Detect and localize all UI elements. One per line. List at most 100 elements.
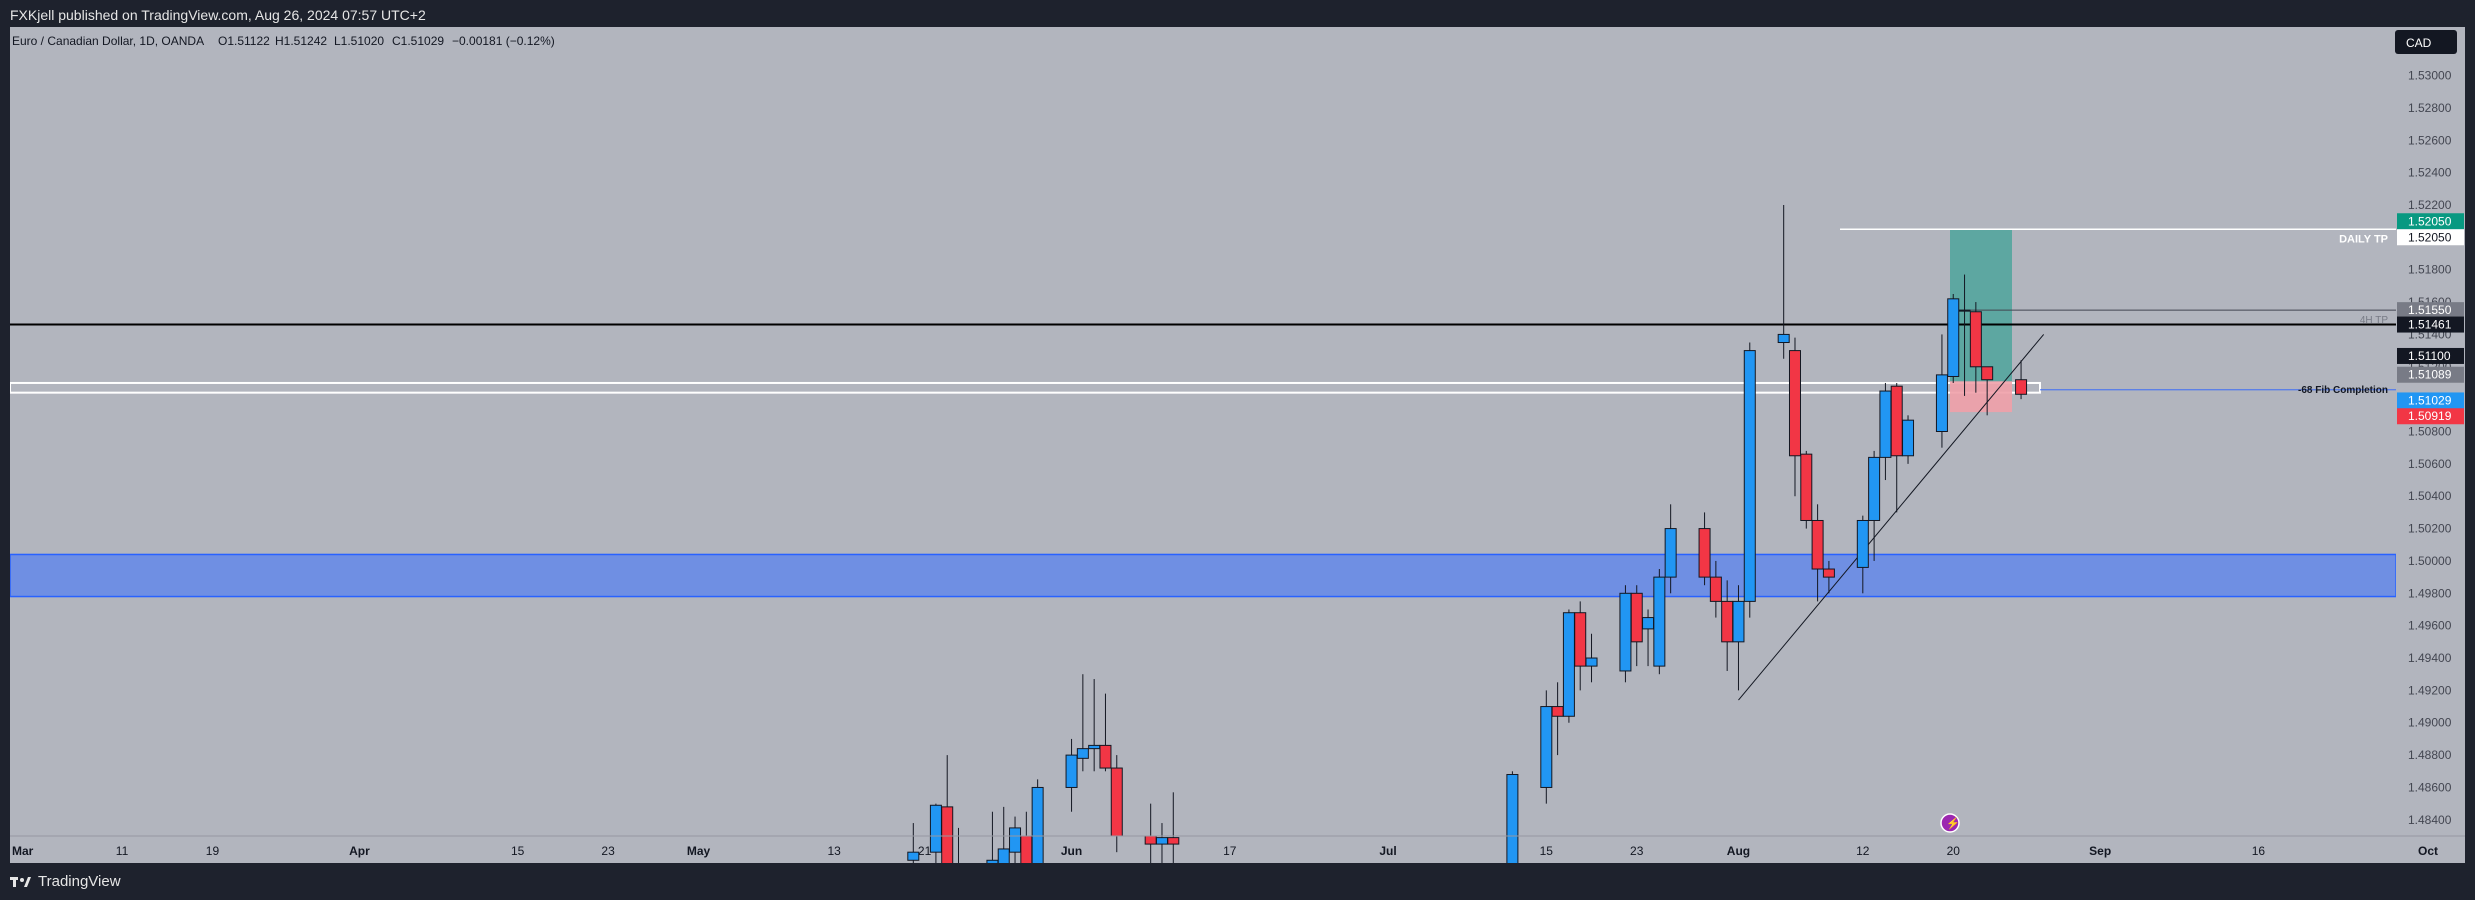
candle-body	[1506, 774, 1519, 863]
candle-body	[1020, 835, 1033, 863]
price-label: 1.51461	[2408, 318, 2452, 332]
time-tick-label: 15	[511, 844, 525, 858]
candle-body	[1969, 311, 1982, 368]
time-tick-label: Apr	[349, 844, 370, 858]
candle	[1506, 771, 1519, 863]
candle-body	[1653, 576, 1666, 667]
candle-body	[1800, 453, 1813, 521]
candle-body	[1574, 612, 1587, 667]
candle	[1574, 601, 1587, 691]
tradingview-logo[interactable]: TradingView	[10, 873, 121, 890]
candle-body	[1709, 576, 1722, 602]
time-tick-label: 23	[1630, 844, 1644, 858]
candle-body	[1811, 519, 1824, 570]
candle-body	[1562, 612, 1575, 717]
candle	[1868, 450, 1881, 561]
trendline	[1738, 334, 2045, 701]
price-label-bg	[2397, 408, 2464, 425]
candle-body	[1879, 390, 1892, 458]
candle-body	[1890, 385, 1903, 457]
candle	[1811, 504, 1824, 602]
price-label-bg	[2397, 366, 2464, 383]
candle-body	[1167, 837, 1180, 845]
candle-body	[1935, 374, 1948, 432]
candle	[1585, 633, 1598, 683]
chart-area[interactable]: -68 Fib Completion DAILY TP 4H TP 1.53000 1…	[10, 27, 2465, 863]
candle	[1167, 792, 1180, 863]
time-tick-label: Mar	[12, 844, 34, 858]
price-tick-label: 1.52800	[2408, 101, 2452, 115]
support-zone	[10, 553, 2397, 598]
price-tick-label: 1.48600	[2408, 780, 2452, 794]
ohlc-low: L1.51020	[334, 34, 384, 48]
price-tick-label: 1.49000	[2408, 716, 2452, 730]
candle-body	[1777, 333, 1790, 344]
fib-completion-label: -68 Fib Completion	[2298, 385, 2388, 396]
time-tick-label: 12	[1856, 844, 1870, 858]
price-label-bg	[2397, 392, 2464, 409]
time-tick-label: May	[687, 844, 711, 858]
candle	[907, 823, 920, 863]
ohlc-close: C1.51029	[392, 34, 444, 48]
ohlc-change: −0.00181 (−0.12%)	[452, 34, 555, 48]
candle	[1981, 366, 1994, 416]
candle-body	[1155, 837, 1168, 845]
footer-bar: TradingView	[0, 863, 2475, 900]
candle-body	[1902, 419, 1915, 457]
price-axis	[2396, 27, 2465, 863]
candle-body	[1981, 366, 1994, 381]
candle-body	[1856, 519, 1869, 568]
h4-tp-label: 4H TP	[2360, 315, 2388, 326]
candle-body	[941, 806, 954, 863]
candle	[1698, 512, 1711, 586]
candle-body	[1099, 744, 1112, 769]
price-label: 1.51550	[2408, 303, 2452, 317]
footer-brand: TradingView	[38, 873, 121, 890]
candle-body	[1788, 350, 1801, 457]
candle	[941, 755, 954, 863]
price-tick-label: 1.51800	[2408, 263, 2452, 277]
candle-body	[1721, 600, 1734, 643]
price-label: 1.51089	[2408, 368, 2452, 382]
daily-tp-label: DAILY TP	[2339, 233, 2388, 245]
candle-body	[2015, 379, 2028, 395]
candle-body	[1088, 744, 1101, 750]
currency-button[interactable]: CAD	[2406, 36, 2432, 50]
candlestick-chart[interactable]: -68 Fib Completion DAILY TP 4H TP 1.53000 1…	[10, 27, 2465, 863]
price-tick-label: 1.52600	[2408, 133, 2452, 147]
time-tick-label: Oct	[2418, 844, 2438, 858]
candle	[1958, 274, 1971, 396]
candle	[1732, 585, 1745, 691]
candle	[1031, 779, 1044, 863]
candle	[1065, 738, 1078, 812]
candle-body	[1540, 706, 1553, 788]
time-tick-label: 11	[116, 844, 129, 858]
chart-background	[10, 27, 2465, 863]
time-tick-label: 15	[1540, 844, 1554, 858]
candle-body	[1619, 592, 1632, 672]
time-tick-label: Aug	[1727, 844, 1750, 858]
candle-body	[1031, 786, 1044, 863]
currency-button-bg[interactable]	[2395, 30, 2457, 54]
price-tick-label: 1.50800	[2408, 425, 2452, 439]
candle	[1947, 293, 1960, 383]
candle-body	[1144, 835, 1157, 845]
time-tick-label: Jun	[1061, 844, 1082, 858]
price-tick-label: 1.49200	[2408, 683, 2452, 697]
price-tick-label: 1.52200	[2408, 198, 2452, 212]
candle-body	[929, 804, 942, 853]
candle	[1653, 569, 1666, 675]
candle-body	[1664, 528, 1677, 578]
symbol-name: Euro / Canadian Dollar, 1D, OANDA	[12, 34, 204, 48]
candle-body	[1868, 456, 1881, 521]
price-label: 1.50919	[2408, 409, 2452, 423]
time-tick-label: 23	[601, 844, 615, 858]
publish-text: FXKjell published on TradingView.com, Au…	[10, 7, 426, 23]
ohlc-high: H1.51242	[275, 34, 327, 48]
candle-body	[1065, 754, 1078, 788]
candle	[1619, 585, 1632, 683]
alert-icon[interactable]: ⚡	[1940, 813, 1960, 833]
price-label: 1.52050	[2408, 230, 2452, 244]
price-label: 1.51100	[2408, 349, 2451, 363]
candle-body	[997, 848, 1010, 863]
